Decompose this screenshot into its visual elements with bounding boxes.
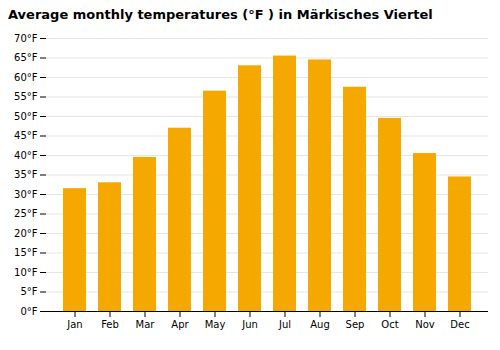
svg-text:20°F: 20°F (14, 228, 38, 239)
svg-text:Jan: Jan (66, 319, 82, 330)
svg-text:0°F: 0°F (20, 306, 37, 317)
svg-text:70°F: 70°F (14, 33, 38, 44)
svg-text:25°F: 25°F (14, 208, 38, 219)
svg-text:55°F: 55°F (14, 91, 38, 102)
svg-text:Oct: Oct (381, 319, 398, 330)
html-text:Average monthly temperatures (: Average monthly temperatures (°F ) in Mä… (8, 7, 433, 22)
svg-text:Dec: Dec (450, 319, 469, 330)
svg-text:Jul: Jul (278, 319, 291, 330)
svg-text:50°F: 50°F (14, 111, 38, 122)
svg-text:Nov: Nov (415, 319, 435, 330)
svg-text:35°F: 35°F (14, 169, 38, 180)
svg-text:Feb: Feb (101, 319, 119, 330)
svg-text:Sep: Sep (346, 319, 365, 330)
svg-text:Mar: Mar (136, 319, 156, 330)
svg-text:Jun: Jun (241, 319, 258, 330)
svg-text:40°F: 40°F (14, 150, 38, 161)
svg-text:30°F: 30°F (14, 189, 38, 200)
svg-text:65°F: 65°F (14, 52, 38, 63)
svg-text:10°F: 10°F (14, 267, 38, 278)
svg-text:Apr: Apr (171, 319, 189, 330)
svg-text:May: May (205, 319, 226, 330)
svg-text:5°F: 5°F (20, 286, 37, 297)
svg-text:60°F: 60°F (14, 72, 38, 83)
svg-text:15°F: 15°F (14, 247, 38, 258)
svg-text:Aug: Aug (310, 319, 330, 330)
svg-text:45°F: 45°F (14, 130, 38, 141)
